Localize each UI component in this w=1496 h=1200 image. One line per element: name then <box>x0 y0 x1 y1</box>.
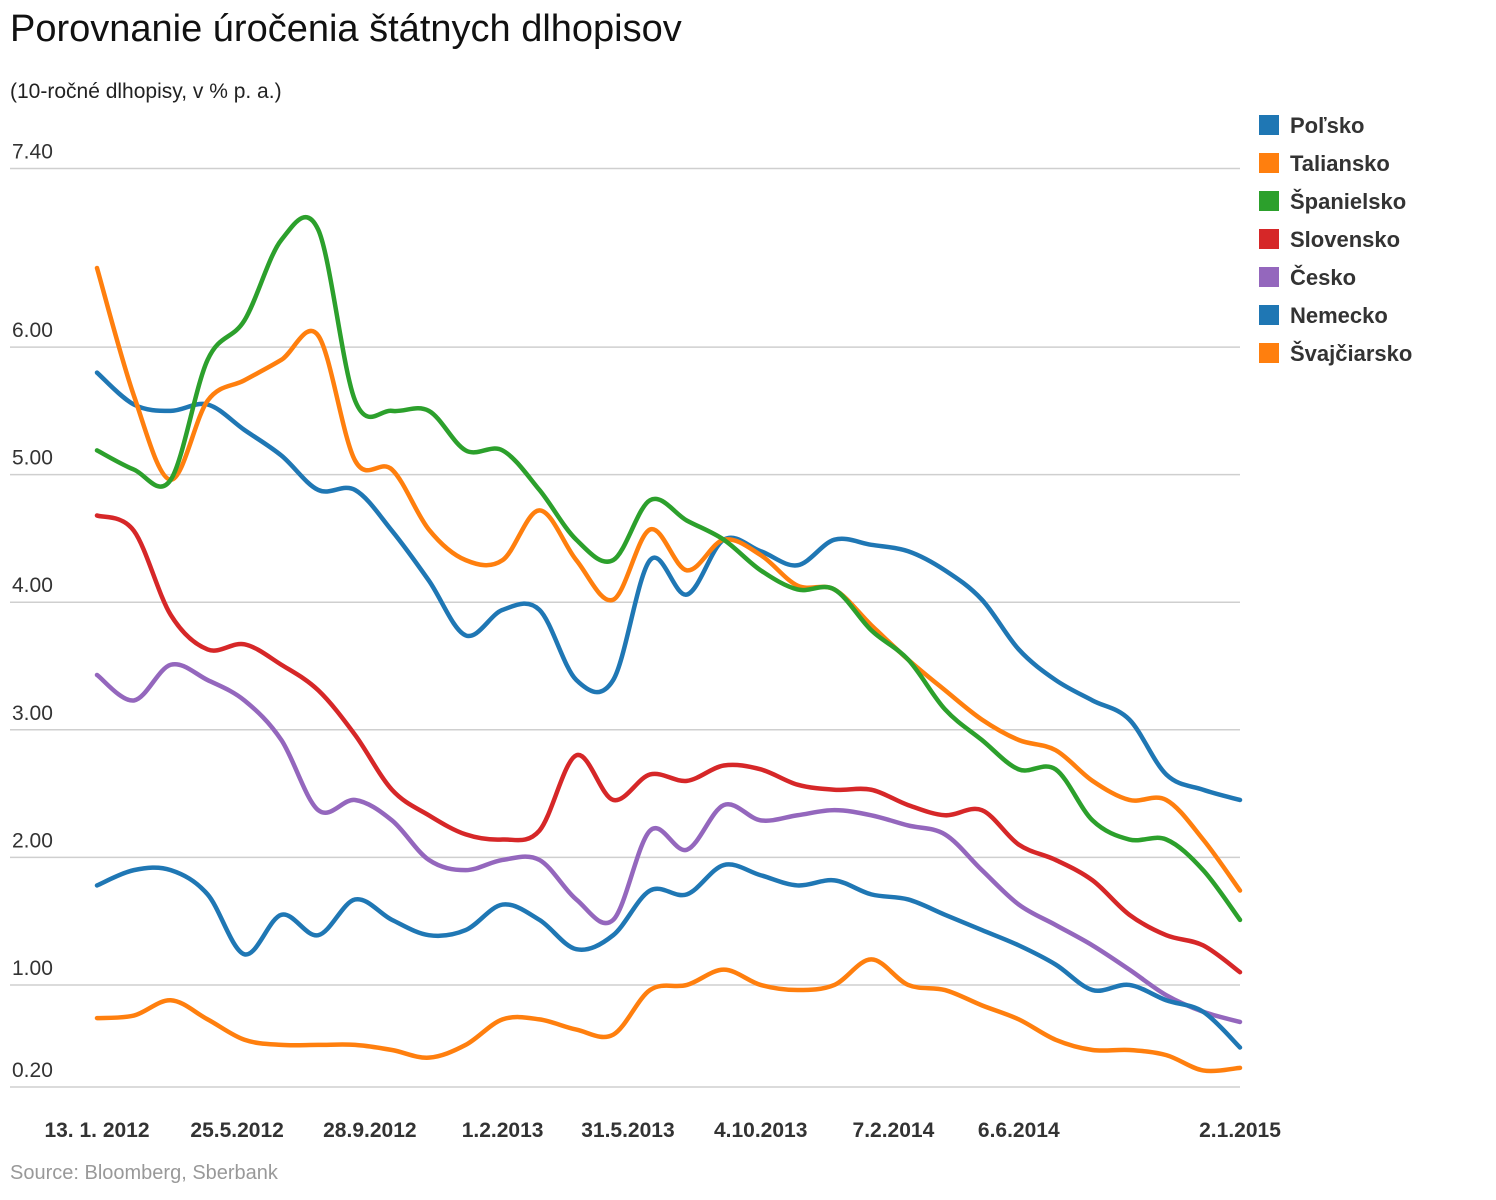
y-tick-label: 5.00 <box>12 447 53 470</box>
x-tick-label: 28.9.2012 <box>323 1119 416 1142</box>
series-line-5 <box>94 661 1243 1025</box>
x-tick-label: 6.6.2014 <box>978 1119 1060 1142</box>
legend-swatch <box>1259 343 1279 363</box>
legend-swatch <box>1259 305 1279 325</box>
legend-label: Nemecko <box>1290 303 1388 328</box>
chart-subtitle: (10-ročné dlhopisy, v % p. a.) <box>10 80 282 103</box>
series-line-3 <box>94 214 1243 923</box>
y-tick-label: 2.00 <box>12 829 53 852</box>
series-line-2 <box>94 265 1243 893</box>
legend-label: Španielsko <box>1290 189 1406 214</box>
gridlines <box>10 167 1240 1088</box>
legend-label: Taliansko <box>1290 151 1390 176</box>
x-tick-label: 31.5.2013 <box>581 1119 674 1142</box>
x-tick-label: 7.2.2014 <box>853 1119 935 1142</box>
y-tick-label: 7.40 <box>12 141 53 164</box>
x-tick-label: 13. 1. 2012 <box>44 1119 149 1142</box>
y-tick-label: 6.00 <box>12 319 53 342</box>
y-tick-label: 3.00 <box>12 702 53 725</box>
x-tick-label: 1.2.2013 <box>462 1119 544 1142</box>
legend-swatch <box>1259 115 1279 135</box>
x-axis-ticks: 13. 1. 2012 25.5.2012 28.9.2012 1.2.2013 31.… <box>44 1119 1281 1142</box>
y-axis-ticks: 7.40 6.00 5.00 4.00 3.00 2.00 1.00 0.20 <box>12 141 53 1083</box>
x-tick-label: 4.10.2013 <box>714 1119 807 1142</box>
legend-swatch <box>1259 267 1279 287</box>
legend-swatch <box>1259 229 1279 249</box>
legend-label: Poľsko <box>1290 113 1365 138</box>
legend-label: Slovensko <box>1290 227 1400 252</box>
y-tick-label: 0.20 <box>12 1059 53 1082</box>
chart-title: Porovnanie úročenia štátnych dlhopisov <box>10 8 682 50</box>
legend-swatch <box>1259 153 1279 173</box>
x-tick-label: 2.1.2015 <box>1199 1119 1281 1142</box>
legend-label: Česko <box>1290 265 1356 290</box>
legend-swatch <box>1259 191 1279 211</box>
legend-label: Švajčiarsko <box>1290 341 1412 366</box>
y-tick-label: 1.00 <box>12 957 53 980</box>
series-line-7 <box>94 957 1243 1074</box>
series-line-1 <box>94 370 1243 803</box>
series-lines <box>94 214 1243 1074</box>
y-tick-label: 4.00 <box>12 574 53 597</box>
x-tick-label: 25.5.2012 <box>190 1119 283 1142</box>
chart-source: Source: Bloomberg, Sberbank <box>10 1162 278 1184</box>
series-line-4 <box>94 513 1243 975</box>
legend: Poľsko Taliansko Španielsko Slovensko Česko N… <box>1259 113 1412 366</box>
series-line-6 <box>94 862 1243 1050</box>
